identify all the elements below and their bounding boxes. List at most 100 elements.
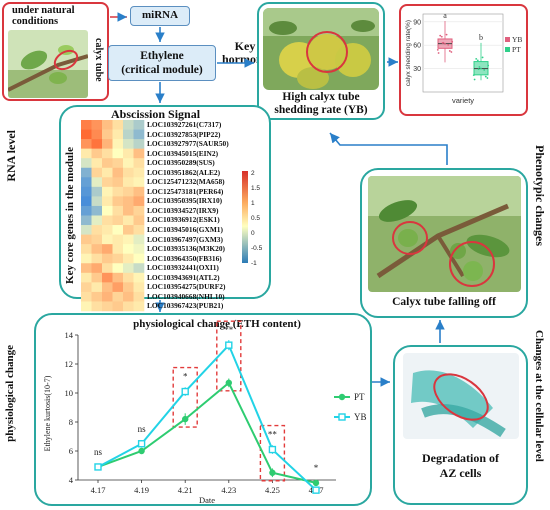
heatmap-cell — [133, 263, 145, 274]
heatmap-cell — [123, 282, 134, 293]
heatmap-cell — [133, 282, 145, 293]
heatmap-gene-label: LOC103936912(ESK1) — [147, 215, 220, 225]
heatmap-cell — [112, 272, 124, 283]
heatmap-gene-label: LOC103950289(SUS) — [147, 158, 215, 168]
heatmap-cell — [81, 158, 92, 169]
calyx-falling-panel: Calyx tube falling off — [360, 168, 528, 318]
heatmap-cell — [91, 167, 103, 178]
high-shedding-panel: High calyx tube shedding rate (YB) — [257, 2, 385, 120]
eth-xlabel: Date — [199, 495, 215, 504]
eth-legend-marker — [338, 413, 346, 421]
eth-legend-marker — [338, 393, 346, 401]
boxplot-point — [444, 42, 446, 45]
rna-level-label: RNA level — [4, 130, 18, 182]
boxplot-point — [445, 33, 448, 36]
heatmap-scale-tick: 0.5 — [251, 215, 260, 222]
eth-ylabel: Ethylene kurtosis(10-7) — [43, 375, 52, 451]
heatmap-cell — [81, 301, 92, 312]
heatmap-side-label: Key core genes in the module — [64, 147, 76, 284]
eth-ytick-label: 14 — [65, 330, 74, 340]
heatmap-cell — [91, 291, 103, 302]
heatmap-cell — [102, 282, 113, 293]
heatmap-gene-label: LOC103940668(NHL10) — [147, 291, 225, 301]
boxplot-letter-a: a — [443, 11, 447, 20]
eth-xtick-label: 4.17 — [91, 485, 106, 495]
heatmap-grid — [81, 120, 145, 312]
heatmap-cell — [112, 196, 124, 207]
eth-significance-label: ** — [224, 325, 234, 335]
heatmap-cell — [123, 167, 134, 178]
eth-point-PT — [182, 415, 189, 423]
heatmap-cell — [81, 120, 92, 130]
eth-series-line-YB — [97, 343, 317, 491]
boxplot-point — [487, 64, 490, 67]
heatmap-cell — [123, 244, 134, 254]
boxplot-panel: 30 60 90 a b variety calyx shedding rate(%) YB P… — [399, 4, 528, 116]
eth-ytick-label: 10 — [65, 388, 74, 398]
heatmap-cell — [112, 139, 124, 149]
heatmap-cell — [102, 215, 113, 226]
heatmap-cell — [81, 129, 92, 140]
heatmap-cell — [123, 225, 134, 235]
heatmap-cell — [133, 234, 145, 245]
heatmap-cell — [102, 139, 113, 149]
boxplot-point — [439, 34, 442, 37]
boxplot-point — [437, 52, 440, 54]
heatmap-cell — [112, 129, 124, 140]
boxplot-legend-swatch — [505, 47, 510, 52]
heatmap-cell — [81, 215, 92, 226]
heatmap-cell — [91, 148, 103, 159]
boxplot-ytick: 30 — [413, 66, 421, 73]
heatmap-cell — [102, 301, 113, 312]
heatmap-cell — [123, 129, 134, 140]
heatmap-cell — [91, 120, 103, 130]
heatmap-cell — [91, 263, 103, 274]
heatmap-cell — [123, 186, 134, 197]
heatmap-cell — [112, 148, 124, 159]
heatmap-gene-label: LOC103943691(ATL2) — [147, 272, 220, 282]
eth-significance-label: ns — [94, 447, 103, 457]
heatmap-cell — [81, 196, 92, 207]
heatmap-cell — [102, 244, 113, 254]
heatmap-cell — [91, 196, 103, 207]
heatmap-cell — [102, 158, 113, 169]
boxplot-point — [475, 57, 478, 60]
calyx-falling-photo — [368, 176, 521, 292]
eth-point-PT — [138, 447, 145, 455]
heatmap-cell — [123, 272, 134, 283]
gene-label-list: LOC103927261(C7317) LOC103927853(PIP22) LO… — [147, 120, 229, 311]
heatmap-scale-tick: 1.5 — [251, 185, 260, 192]
eth-significance-label: * — [314, 463, 319, 473]
phenotypic-changes-label: Phenotypic changes — [533, 145, 547, 247]
heatmap-gene-label: LOC103967423(PUB21) — [147, 301, 224, 311]
heatmap-cell — [81, 244, 92, 254]
heatmap-cell — [112, 263, 124, 274]
eth-xtick-label: 4.19 — [134, 485, 149, 495]
heatmap-cell — [123, 263, 134, 274]
eth-xtick-label: 4.25 — [265, 485, 280, 495]
az-cells-photo — [403, 353, 519, 439]
heatmap-cell — [81, 225, 92, 235]
heatmap-cell — [91, 205, 103, 216]
heatmap-cell — [112, 253, 124, 264]
calyx-falling-caption: Calyx tube falling off — [392, 296, 496, 308]
boxplot-ytick: 90 — [413, 19, 421, 26]
heatmap-cell — [102, 263, 113, 274]
heatmap-color-scale: 2 1.5 1 0.5 0 -0.5 -1 — [242, 170, 263, 267]
heatmap-cell — [112, 167, 124, 178]
heatmap-gene-label: LOC103950395(IRX10) — [147, 196, 223, 206]
heatmap-cell — [102, 291, 113, 302]
heatmap-cell — [112, 186, 124, 197]
heatmap-cell — [102, 253, 113, 264]
boxplot-point — [472, 74, 475, 77]
eth-point-YB — [181, 387, 189, 396]
heatmap-gene-label: LOC103927977(SAUR50) — [147, 139, 229, 149]
heatmap-cell — [102, 225, 113, 235]
heatmap-cell — [91, 215, 103, 226]
heatmap-panel: Abscission Signal Key core genes in the … — [59, 105, 271, 312]
heatmap-cell — [123, 253, 134, 264]
heatmap-cell — [133, 177, 145, 188]
heatmap-gene-label: LOC103927853(PIP22) — [147, 129, 221, 139]
heatmap-title: Abscission Signal — [111, 107, 201, 121]
heatmap-cell — [91, 158, 103, 169]
